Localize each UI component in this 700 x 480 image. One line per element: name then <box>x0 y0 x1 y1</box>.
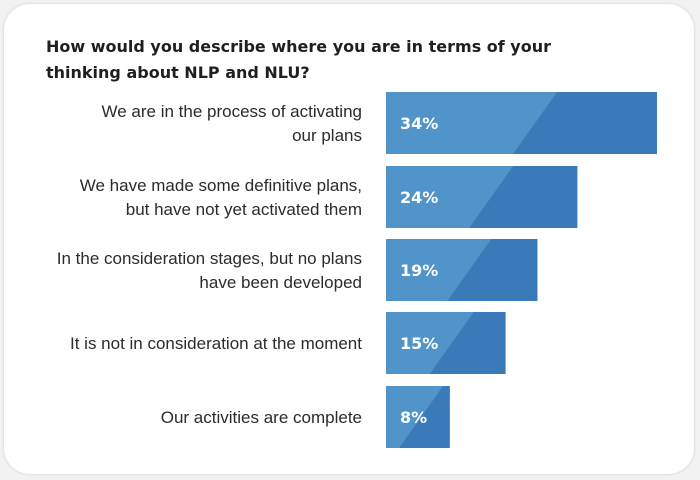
category-label: We have made some definitive plans, <box>80 176 362 195</box>
bar: 8% Our activities are complete <box>161 386 450 448</box>
category-label: We are in the process of activating <box>102 102 363 121</box>
bar-dark <box>429 312 506 374</box>
bar: 15% It is not in consideration at the mom… <box>70 312 506 374</box>
data-label: 24% <box>400 188 438 207</box>
data-label: 34% <box>400 114 438 133</box>
category-label: Our activities are complete <box>161 408 362 427</box>
category-label: It is not in consideration at the moment <box>70 334 362 353</box>
category-label: In the consideration stages, but no plan… <box>57 249 362 268</box>
bar-dark <box>469 166 578 228</box>
category-label: but have not yet activated them <box>126 200 362 219</box>
bar-dark <box>513 92 657 154</box>
bar-dark <box>447 239 538 301</box>
data-label: 15% <box>400 334 438 353</box>
category-label: have been developed <box>199 273 362 292</box>
chart-card <box>4 4 694 474</box>
bar-dark <box>399 386 450 448</box>
bar: 24% We have made some definitive plans, bu… <box>80 166 578 228</box>
data-label: 8% <box>400 408 427 427</box>
chart-title: How would you describe where you are in … <box>46 37 552 82</box>
data-label: 19% <box>400 261 438 280</box>
category-label: our plans <box>292 126 362 145</box>
bars-group: 34% We are in the process of activating ou… <box>57 92 657 448</box>
bar: 19% In the consideration stages, but no p… <box>57 239 538 301</box>
bar: 34% We are in the process of activating ou… <box>102 92 657 154</box>
